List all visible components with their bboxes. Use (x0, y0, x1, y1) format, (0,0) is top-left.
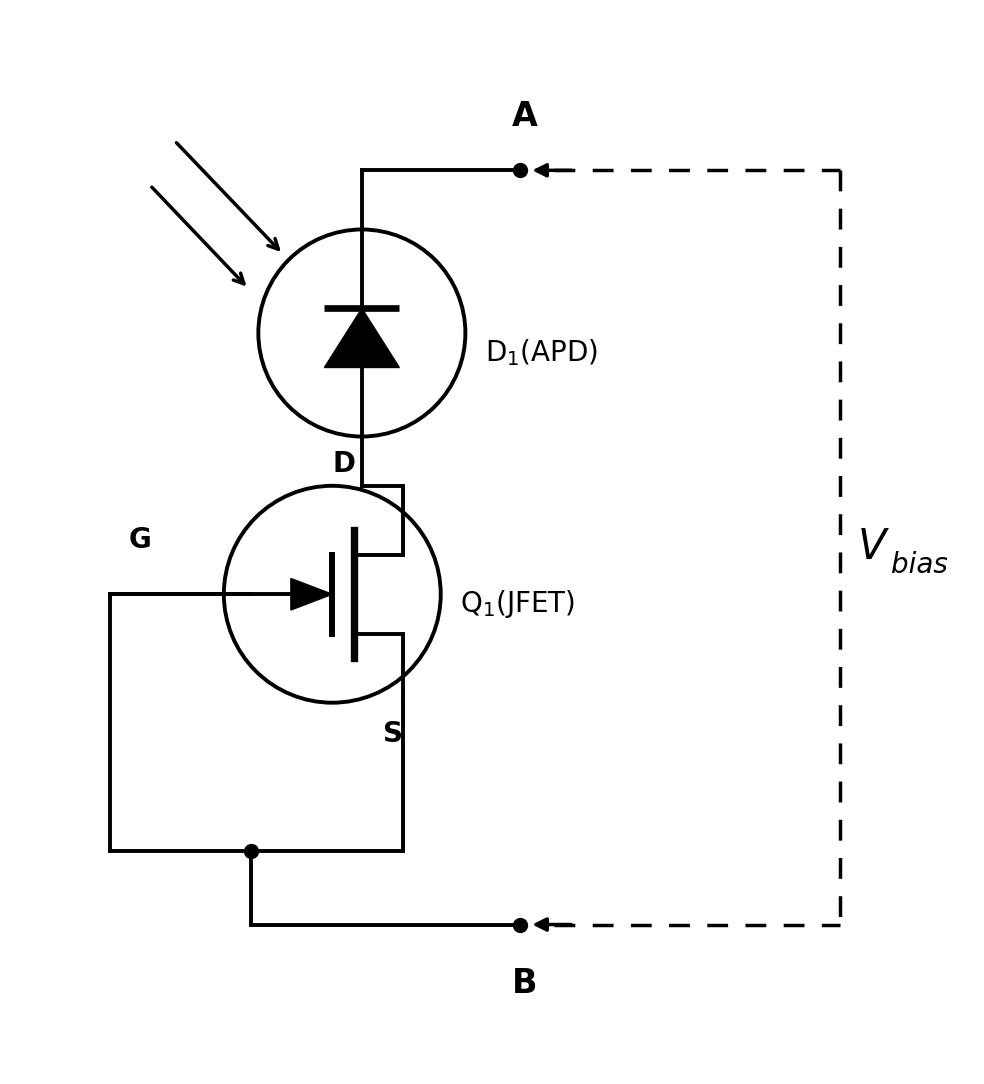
Text: D: D (333, 450, 355, 478)
Text: A: A (512, 100, 537, 132)
Text: bias: bias (892, 551, 949, 579)
Text: V: V (858, 527, 887, 568)
Polygon shape (291, 579, 333, 610)
Text: Q$_1$(JFET): Q$_1$(JFET) (461, 589, 576, 620)
Text: S: S (384, 720, 403, 748)
Text: D$_1$(APD): D$_1$(APD) (485, 337, 598, 369)
Text: B: B (512, 967, 537, 1001)
Text: G: G (129, 526, 152, 554)
Polygon shape (325, 308, 400, 367)
